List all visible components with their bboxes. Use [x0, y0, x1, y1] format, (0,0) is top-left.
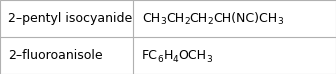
Text: 3: 3 [278, 17, 283, 26]
Text: 2–fluoroanisole: 2–fluoroanisole [8, 49, 102, 62]
Text: 3: 3 [160, 17, 166, 26]
Text: H: H [164, 49, 173, 62]
Text: CH: CH [166, 12, 184, 25]
Text: 4: 4 [173, 54, 179, 63]
Text: CH: CH [190, 12, 208, 25]
Text: 2–pentyl isocyanide: 2–pentyl isocyanide [8, 12, 132, 25]
Text: 6: 6 [158, 54, 164, 63]
Text: 2: 2 [208, 17, 213, 26]
Text: OCH: OCH [179, 49, 207, 62]
Text: 2: 2 [184, 17, 190, 26]
Text: CH(NC)CH: CH(NC)CH [213, 12, 278, 25]
Text: FC: FC [142, 49, 158, 62]
Text: CH: CH [142, 12, 160, 25]
Text: 3: 3 [207, 54, 212, 63]
